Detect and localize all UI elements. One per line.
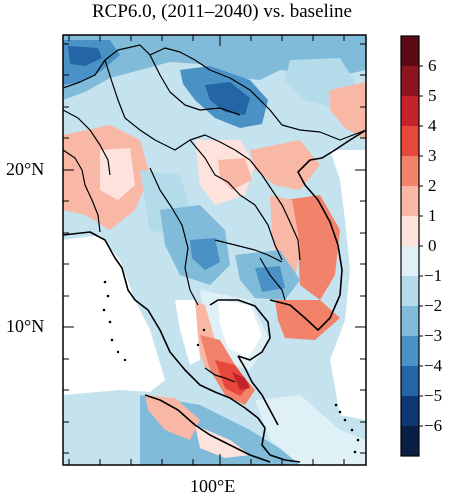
colorbar-label: 1 (428, 206, 437, 225)
colorbar-label: −4 (424, 356, 443, 375)
border-laos (189, 139, 283, 261)
coastline-gulf (209, 299, 271, 361)
colorbar-segment (401, 366, 419, 396)
colorbar-segment (401, 426, 419, 456)
colorbar-segment (401, 276, 419, 306)
region-thailand-mid (190, 238, 220, 270)
colorbar-segment (401, 126, 419, 156)
colorbar-segment (401, 156, 419, 186)
sea-gulf-white (218, 300, 262, 358)
colorbar-label: −6 (424, 416, 443, 435)
border-india-myanmar (63, 109, 111, 176)
colorbar-label: 4 (428, 116, 437, 135)
border-thai-malay (204, 367, 236, 383)
border-laos-vietnam (234, 149, 301, 261)
islands (102, 280, 360, 454)
map-frame (62, 34, 367, 466)
colorbar-label: 0 (428, 236, 437, 255)
region-vietnam-coast (285, 195, 340, 300)
colorbar-segment (401, 306, 419, 336)
colorbar-label: 5 (428, 86, 437, 105)
x-tick-label-100e: 100°E (190, 476, 236, 496)
colorbar-segment (401, 186, 419, 216)
border-yunnan-inner (149, 54, 241, 116)
y-tick-label-20n: 20°N (6, 159, 45, 179)
coastlines (63, 129, 366, 463)
sea-andaman-small (175, 300, 200, 365)
colorbar-segment (401, 216, 419, 246)
axis-ticks (63, 35, 366, 465)
region-nw-darker (68, 46, 102, 66)
border-cambodia-vietnam (259, 257, 286, 301)
colorbar-segment (401, 396, 419, 426)
colorbar-label: −5 (424, 386, 443, 405)
region-cambodia-dark (255, 266, 285, 292)
region-myanmar-center (100, 148, 135, 200)
colorbar-segment (401, 36, 419, 66)
coastline-peninsula-east (237, 355, 279, 426)
colorbar-segment (401, 96, 419, 126)
colorbar-label: −1 (424, 266, 443, 285)
colorbar-label: −2 (424, 296, 443, 315)
border-myanmar-china (104, 59, 236, 151)
sea-south-china-sea (330, 150, 366, 420)
colorbar-segment (401, 336, 419, 366)
colorbar-segment (401, 246, 419, 276)
region-laos-red (218, 158, 252, 190)
colorbar (400, 35, 423, 457)
colorbar-label: 2 (428, 176, 437, 195)
anomaly-field (63, 35, 366, 465)
border-bangladesh (63, 149, 101, 233)
region-sumatra-red (145, 395, 200, 440)
sea-bay-of-bengal (63, 235, 165, 395)
colorbar-label: 3 (428, 146, 437, 165)
colorbar-label: 6 (428, 56, 437, 75)
region-yunnan-dark (205, 82, 250, 115)
map-title: RCP6.0, (2011–2040) vs. baseline (91, 1, 352, 22)
coastline-vietnam (269, 129, 366, 331)
region-peninsula-dark (232, 372, 250, 390)
y-tick-label-10n: 10°N (6, 316, 45, 336)
region-sea-south (255, 395, 366, 465)
country-borders (63, 44, 366, 383)
region-vietnam-north (250, 140, 320, 190)
colorbar-label: −3 (424, 326, 443, 345)
colorbar-segment (401, 66, 419, 96)
coastline-sumatra (144, 394, 271, 463)
border-thailand-cambodia (214, 239, 283, 263)
region-china-red (330, 82, 366, 140)
coastline-mainland (63, 231, 301, 463)
border-myanmar-thailand (149, 167, 199, 306)
region-southern-china (63, 35, 366, 100)
